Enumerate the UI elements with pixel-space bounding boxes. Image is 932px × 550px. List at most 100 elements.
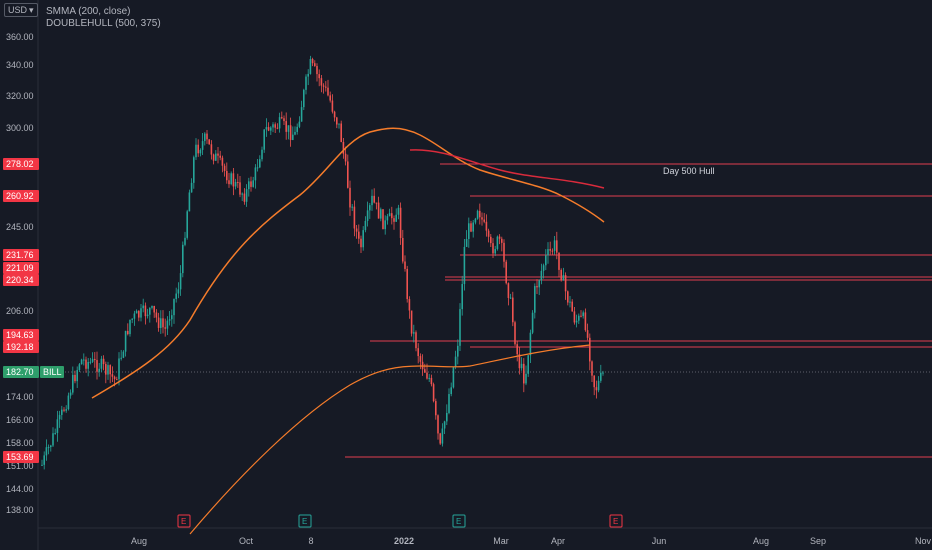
price-level-tag[interactable] bbox=[3, 451, 39, 463]
time-tick-label: Oct bbox=[239, 536, 254, 546]
candle-body bbox=[549, 249, 551, 251]
indicator-doublehull[interactable]: DOUBLEHULL (500, 375) bbox=[46, 18, 161, 29]
candle-body bbox=[250, 181, 252, 187]
candle-body bbox=[393, 218, 395, 222]
candle-body bbox=[529, 332, 532, 356]
candle-body bbox=[553, 240, 556, 251]
candle-body bbox=[160, 318, 162, 328]
candle-body bbox=[397, 207, 400, 215]
candle-body bbox=[446, 412, 448, 422]
candle-body bbox=[157, 317, 160, 328]
candle-body bbox=[443, 421, 446, 429]
candle-body bbox=[437, 415, 439, 434]
candle-body bbox=[534, 286, 536, 313]
candle-body bbox=[186, 211, 188, 238]
candle-body bbox=[69, 392, 72, 396]
earnings-marker[interactable] bbox=[177, 514, 191, 528]
price-level-tag-label: 194.63 bbox=[6, 330, 34, 340]
candle-body bbox=[54, 432, 56, 434]
candle-body bbox=[342, 141, 345, 154]
price-tick-label: 144.00 bbox=[6, 484, 34, 494]
candle-body bbox=[542, 265, 545, 271]
candle-body bbox=[111, 374, 114, 377]
candle-body bbox=[107, 365, 109, 375]
candle-body bbox=[424, 369, 426, 373]
candle-body bbox=[551, 250, 554, 252]
candle-body bbox=[83, 359, 85, 361]
candle-body bbox=[560, 269, 562, 281]
currency-label: USD bbox=[8, 5, 28, 15]
candle-body bbox=[501, 238, 503, 243]
candle-body bbox=[105, 364, 107, 375]
smma-line[interactable] bbox=[91, 127, 605, 399]
earnings-marker[interactable] bbox=[609, 514, 623, 528]
candle-body bbox=[382, 209, 384, 230]
candle-body bbox=[195, 144, 197, 158]
candle-body bbox=[351, 206, 353, 208]
price-level-tag[interactable] bbox=[3, 262, 39, 274]
earnings-marker[interactable] bbox=[298, 514, 312, 528]
smma-line-lower[interactable] bbox=[189, 344, 591, 535]
candle-body bbox=[254, 167, 257, 181]
candle-body bbox=[270, 127, 272, 131]
candle-body bbox=[188, 192, 191, 212]
indicator-smma[interactable]: SMMA (200, close) bbox=[46, 6, 131, 17]
candle-body bbox=[540, 270, 543, 281]
hull-line[interactable] bbox=[409, 149, 605, 189]
candle-body bbox=[129, 319, 131, 335]
candle-body bbox=[98, 368, 100, 372]
candle-body bbox=[509, 297, 512, 299]
candle-body bbox=[221, 157, 224, 166]
candle-body bbox=[523, 363, 525, 384]
candle-body bbox=[142, 305, 144, 309]
candle-body bbox=[182, 244, 184, 274]
price-level-tag-label: 220.34 bbox=[6, 275, 34, 285]
candle-body bbox=[441, 428, 444, 444]
candle-body bbox=[135, 310, 138, 314]
price-level-tag[interactable] bbox=[3, 341, 39, 353]
price-level-tag[interactable] bbox=[3, 274, 39, 286]
last-price-tag[interactable] bbox=[3, 366, 39, 378]
currency-button[interactable]: USD ▾ bbox=[4, 3, 38, 17]
candle-body bbox=[410, 310, 413, 334]
price-tick-label: 174.00 bbox=[6, 392, 34, 402]
candle-body bbox=[219, 155, 221, 158]
price-level-tag[interactable] bbox=[3, 190, 39, 202]
price-level-tag[interactable] bbox=[3, 329, 39, 341]
price-level-tag-label: 192.18 bbox=[6, 342, 34, 352]
price-level-tag[interactable] bbox=[3, 249, 39, 261]
last-price-value: 182.70 bbox=[6, 367, 34, 377]
price-tick-label: 320.00 bbox=[6, 91, 34, 101]
candle-body bbox=[118, 358, 120, 380]
candle-body bbox=[199, 149, 202, 154]
candle-body bbox=[179, 273, 182, 290]
candle-body bbox=[435, 401, 437, 416]
candle-body bbox=[311, 59, 314, 64]
candle-body bbox=[336, 117, 338, 125]
ticker-label: BILL bbox=[43, 367, 62, 377]
earnings-marker[interactable] bbox=[452, 514, 466, 528]
candle-body bbox=[505, 261, 507, 284]
time-tick-label: Jun bbox=[652, 536, 667, 546]
candle-body bbox=[481, 217, 483, 220]
ticker-tag[interactable] bbox=[40, 366, 64, 378]
candle-body bbox=[492, 243, 494, 254]
candle-body bbox=[138, 310, 140, 318]
candle-body bbox=[144, 305, 147, 317]
price-level-tag[interactable] bbox=[3, 158, 39, 170]
candle-body bbox=[263, 129, 265, 150]
candle-body bbox=[52, 433, 54, 446]
candle-body bbox=[228, 180, 230, 185]
candle-body bbox=[538, 280, 540, 288]
candle-body bbox=[252, 180, 254, 187]
candle-body bbox=[415, 332, 417, 349]
candle-body bbox=[586, 330, 589, 338]
price-tick-label: 166.00 bbox=[6, 415, 34, 425]
candle-body bbox=[483, 219, 485, 222]
candle-body bbox=[413, 332, 415, 334]
candle-body bbox=[547, 249, 549, 256]
candle-body bbox=[153, 305, 155, 313]
candle-body bbox=[333, 111, 336, 118]
